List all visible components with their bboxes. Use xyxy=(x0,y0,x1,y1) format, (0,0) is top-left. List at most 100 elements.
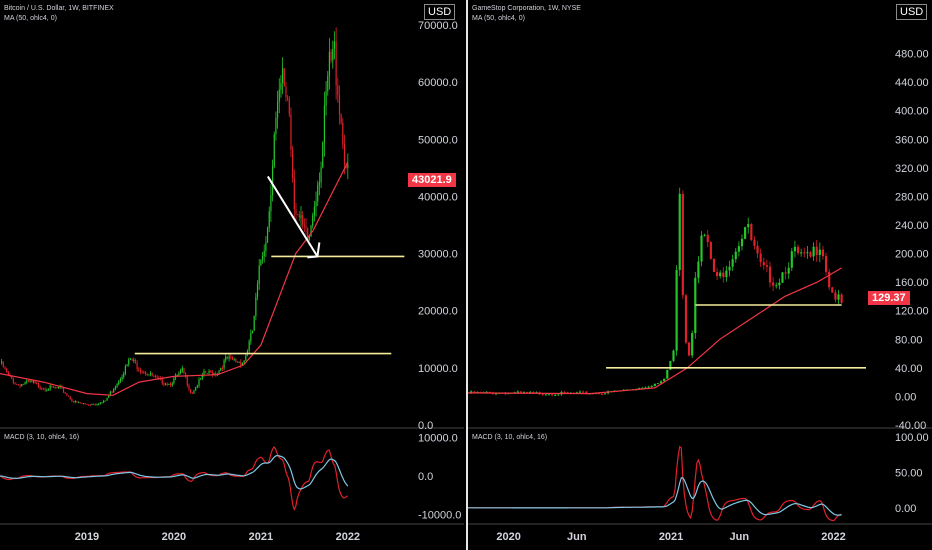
gme-candle xyxy=(600,393,603,395)
btc-x-tick-label: 2020 xyxy=(162,531,186,543)
btc-candle xyxy=(154,376,157,378)
btc-candle xyxy=(288,98,290,115)
gme-y-tick-label: 160.00 xyxy=(895,277,929,289)
panel-divider[interactable] xyxy=(466,0,468,550)
btc-candle xyxy=(156,376,158,378)
btc-candle xyxy=(308,236,310,241)
gme-candle xyxy=(653,383,656,387)
btc-candle xyxy=(330,51,332,61)
btc-candle xyxy=(113,389,115,392)
btc-candle xyxy=(57,387,60,389)
btc-candle xyxy=(79,402,81,404)
btc-candle xyxy=(282,68,284,84)
btc-candle xyxy=(255,296,257,316)
gme-candle xyxy=(796,246,800,253)
btc-candle xyxy=(206,373,208,375)
gme-candle xyxy=(800,252,803,254)
btc-candle xyxy=(181,367,183,371)
gme-candle xyxy=(488,391,491,393)
gme-candle xyxy=(778,282,781,286)
gme-candle xyxy=(700,235,703,262)
btc-candle xyxy=(310,225,312,237)
btc-candle xyxy=(144,372,147,375)
gme-x-tick-label: 2022 xyxy=(821,531,845,543)
btc-candle xyxy=(77,402,80,404)
btc-candle xyxy=(19,385,21,387)
gme-ma-label: MA (50, ohlc4, 0) xyxy=(472,15,525,22)
btc-candle xyxy=(315,201,317,207)
gme-candle xyxy=(647,386,650,388)
btc-candle xyxy=(210,370,212,373)
gme-candle xyxy=(765,265,768,267)
btc-candle xyxy=(84,403,86,405)
btc-candle xyxy=(325,90,327,106)
btc-candle xyxy=(183,367,185,374)
btc-y-tick-label: 10000.0 xyxy=(418,363,458,375)
btc-macd-label: MACD (3, 10, ohlc4, 16) xyxy=(4,434,80,441)
gme-macd-line xyxy=(468,445,842,522)
btc-candle xyxy=(2,361,4,368)
gme-ma-line xyxy=(467,267,842,395)
gme-macd-tick-label: 100.00 xyxy=(895,432,929,444)
btc-candle xyxy=(86,403,88,405)
btc-candle xyxy=(91,403,93,405)
gme-candle xyxy=(544,394,547,396)
gme-x-tick-label: Jun xyxy=(567,531,587,543)
btc-candle xyxy=(118,381,120,385)
btc-ma-line xyxy=(0,161,349,396)
gme-currency-button[interactable]: USD xyxy=(896,4,928,20)
btc-candle xyxy=(185,373,187,377)
btc-candle xyxy=(136,362,138,370)
btc-candle xyxy=(139,370,142,372)
btc-candle xyxy=(14,382,16,384)
btc-candle xyxy=(66,393,68,396)
btc-candle xyxy=(332,48,334,61)
btc-candle xyxy=(238,361,240,363)
gme-candle xyxy=(756,245,759,254)
btc-y-tick-label: 60000.0 xyxy=(418,77,458,89)
btc-candle xyxy=(171,383,173,386)
gme-y-tick-label: -40.00 xyxy=(895,420,926,432)
btc-macd-signal-line xyxy=(0,454,349,490)
btc-candle xyxy=(275,117,277,135)
gme-candle xyxy=(470,391,473,393)
btc-currency-button[interactable]: USD xyxy=(424,4,456,20)
btc-candle xyxy=(293,178,295,210)
gme-candle xyxy=(663,378,666,382)
gme-candle xyxy=(485,391,488,393)
btc-candle xyxy=(176,375,178,377)
btc-candle xyxy=(39,387,41,389)
btc-candle xyxy=(108,395,110,398)
gme-macd-tick-label: 50.00 xyxy=(895,467,923,479)
btc-candle xyxy=(263,250,265,257)
btc-candle xyxy=(62,387,65,393)
gme-candle xyxy=(831,287,834,293)
btc-candle xyxy=(131,358,133,361)
btc-candle xyxy=(11,375,13,379)
gme-candle xyxy=(575,392,579,394)
btc-candle xyxy=(228,356,230,359)
btc-candle xyxy=(266,227,269,243)
gme-y-tick-label: 80.00 xyxy=(895,334,923,346)
btc-candle xyxy=(287,97,289,99)
btc-candle xyxy=(220,368,222,371)
gme-candle xyxy=(597,393,600,395)
btc-candle xyxy=(223,360,225,369)
btc-candle xyxy=(163,383,165,385)
gme-candle xyxy=(828,271,831,288)
btc-candle xyxy=(168,383,170,385)
btc-candle xyxy=(278,89,280,102)
btc-candle xyxy=(71,399,73,402)
btc-candle xyxy=(22,384,25,386)
gme-candle xyxy=(494,393,498,395)
gme-y-tick-label: 320.00 xyxy=(895,163,929,175)
btc-candle xyxy=(323,105,326,143)
btc-candle xyxy=(83,403,85,405)
gme-candle xyxy=(644,387,647,389)
btc-candle xyxy=(26,380,28,383)
gme-y-tick-label: 120.00 xyxy=(895,306,929,318)
btc-candle xyxy=(312,215,314,226)
gme-candle xyxy=(734,251,737,260)
btc-candle xyxy=(248,341,250,351)
btc-candle xyxy=(29,380,31,382)
